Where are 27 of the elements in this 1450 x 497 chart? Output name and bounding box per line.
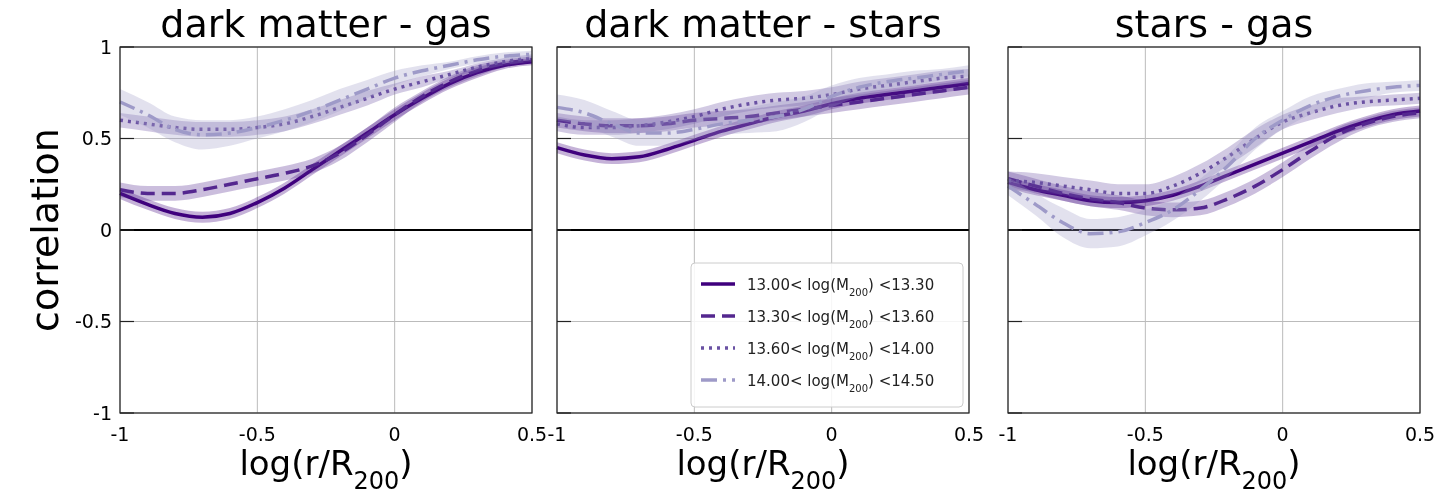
x-tick-label: 0 [825,423,838,445]
x-tick-label: -1 [998,423,1018,445]
x-tick-label: 0.5 [1404,423,1436,445]
x-tick-label: -0.5 [238,423,276,445]
legend-label: 13.00< log(M$_{200}$) <13.30 [747,276,935,298]
y-axis-title: correlation [23,128,67,332]
legend-label: 13.30< log(M$_{200}$) <13.60 [747,308,935,330]
x-tick-label: -0.5 [1126,423,1164,445]
x-tick-label: 0.5 [516,423,548,445]
y-tick-label: -1 [93,401,112,424]
x-axis-title: log(r/R$_{200}$) [676,443,850,495]
legend-label: 13.60< log(M$_{200}$) <14.00 [747,340,935,362]
x-axis-title: log(r/R$_{200}$) [1127,443,1301,495]
x-tick-label: -1 [547,423,567,445]
chart-title: stars - gas [1114,2,1314,46]
x-axis-title: log(r/R$_{200}$) [239,443,413,495]
legend-label: 14.00< log(M$_{200}$) <14.50 [747,372,935,394]
x-tick-label: 0 [1276,423,1289,445]
y-tick-label: 0.5 [81,127,112,150]
chart-title: dark matter - stars [584,2,942,46]
x-tick-label: 0.5 [953,423,985,445]
chart-title: dark matter - gas [160,2,492,46]
x-tick-label: -0.5 [675,423,713,445]
y-tick-label: 1 [99,35,112,58]
y-tick-label: 0 [99,218,112,241]
y-tick-label: -0.5 [74,310,112,333]
x-tick-label: 0 [388,423,401,445]
